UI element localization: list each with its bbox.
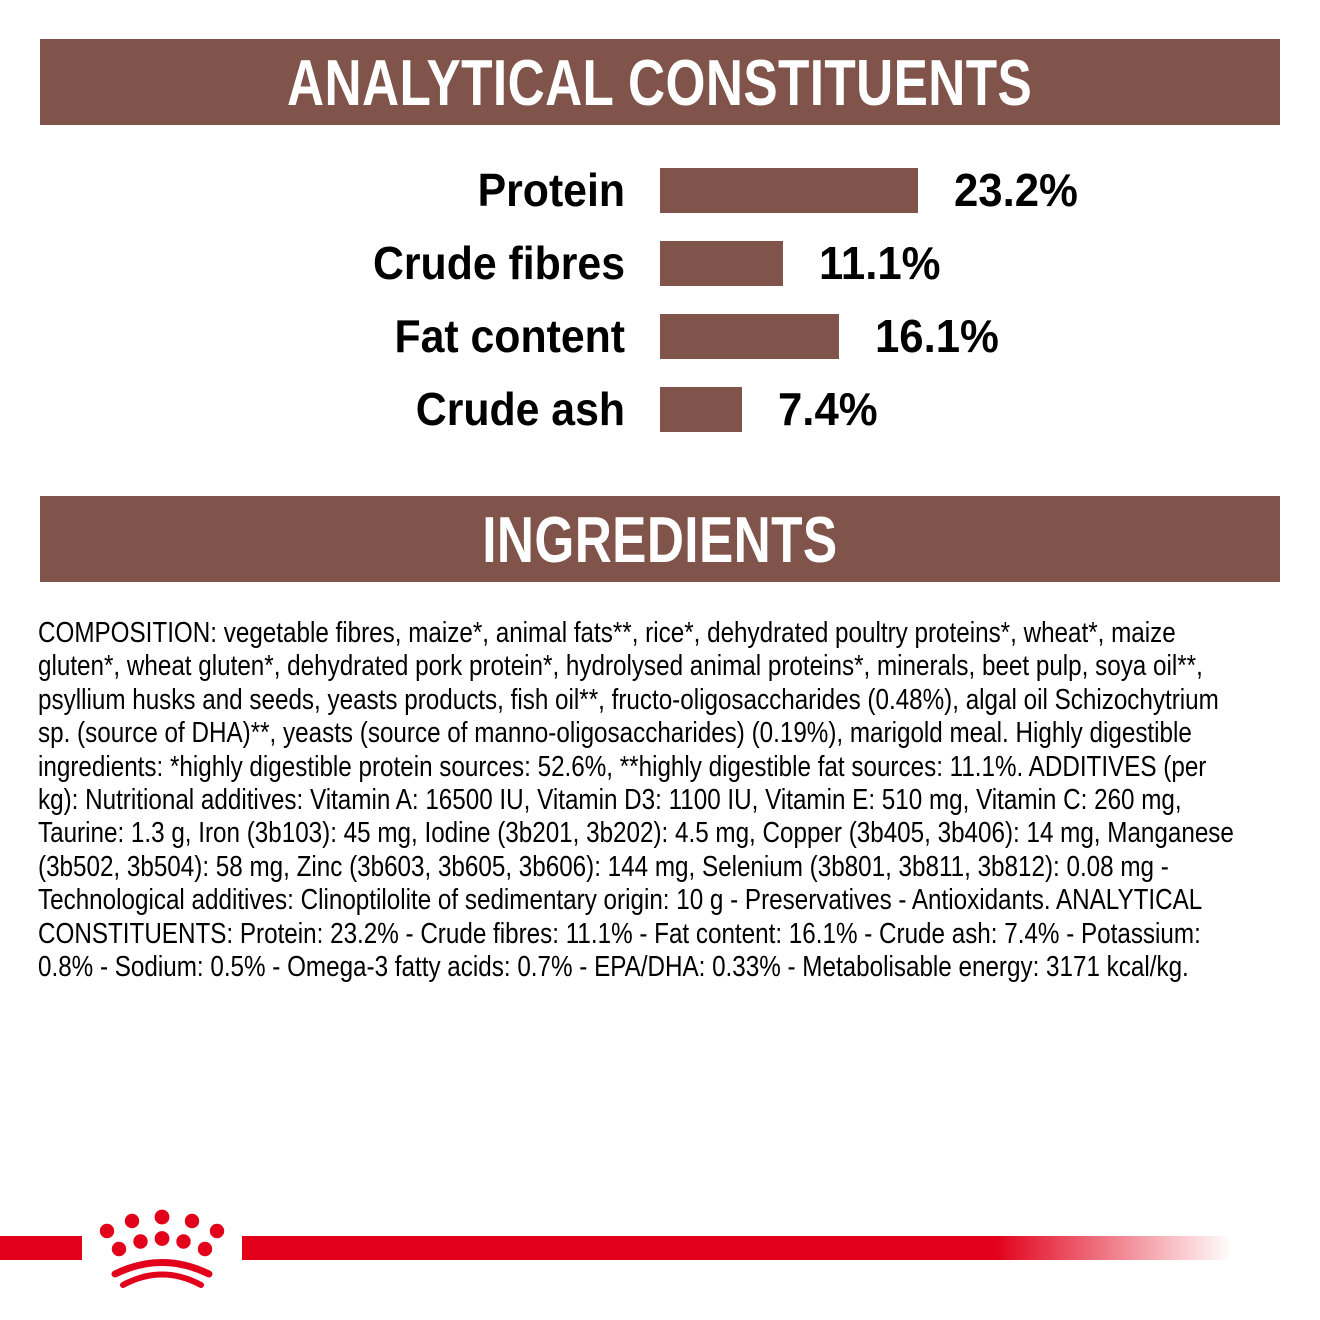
composition-line: CONSTITUENTS: Protein: 23.2% - Crude fib… bbox=[38, 917, 1201, 950]
composition-line: Technological additives: Clinoptilolite … bbox=[38, 884, 1203, 917]
composition-line: 0.8% - Sodium: 0.5% - Omega-3 fatty acid… bbox=[38, 951, 1189, 984]
analytical-constituents-title: ANALYTICAL CONSTITUENTS bbox=[287, 45, 1033, 119]
composition-line: Taurine: 1.3 g, Iron (3b103): 45 mg, Iod… bbox=[38, 817, 1234, 850]
chart-bar-crude-fibres bbox=[660, 241, 783, 286]
chart-bar-crude-ash bbox=[660, 387, 742, 432]
composition-line: kg): Nutritional additives: Vitamin A: 1… bbox=[38, 784, 1182, 817]
chart-value-fat-content: 16.1% bbox=[875, 310, 999, 362]
chart-row-fat-content: Fat content 16.1% bbox=[0, 310, 1320, 362]
chart-row-protein: Protein 23.2% bbox=[0, 164, 1320, 216]
composition-line: sp. (source of DHA)**, yeasts (source of… bbox=[38, 717, 1192, 750]
composition-line: gluten*, wheat gluten*, dehydrated pork … bbox=[38, 650, 1203, 683]
analytical-constituents-banner: ANALYTICAL CONSTITUENTS bbox=[40, 39, 1280, 125]
chart-label-fat-content: Fat content bbox=[394, 310, 625, 362]
composition-line: (3b502, 3b504): 58 mg, Zinc (3b603, 3b60… bbox=[38, 850, 1169, 883]
ingredients-title: INGREDIENTS bbox=[482, 502, 838, 576]
chart-label-crude-ash: Crude ash bbox=[415, 383, 625, 435]
composition-line: COMPOSITION: vegetable fibres, maize*, a… bbox=[38, 617, 1176, 649]
analytical-constituents-chart: Protein 23.2% Crude fibres 11.1% Fat con… bbox=[0, 0, 1320, 460]
chart-value-crude-fibres: 11.1% bbox=[819, 237, 941, 289]
chart-label-crude-fibres: Crude fibres bbox=[373, 237, 625, 289]
composition-line: psyllium husks and seeds, yeasts product… bbox=[38, 683, 1219, 716]
chart-row-crude-ash: Crude ash 7.4% bbox=[0, 383, 1320, 435]
chart-bar-fat-content bbox=[660, 314, 839, 359]
ingredients-banner: INGREDIENTS bbox=[40, 496, 1280, 582]
chart-value-crude-ash: 7.4% bbox=[778, 383, 878, 435]
chart-bar-protein bbox=[660, 168, 918, 213]
red-divider-line-right bbox=[242, 1236, 1232, 1260]
red-divider-line-left bbox=[0, 1236, 82, 1260]
chart-row-crude-fibres: Crude fibres 11.1% bbox=[0, 237, 1320, 289]
composition-paragraph: COMPOSITION: vegetable fibres, maize*, a… bbox=[38, 617, 1288, 984]
chart-label-protein: Protein bbox=[477, 164, 625, 216]
chart-value-protein: 23.2% bbox=[954, 164, 1078, 216]
royal-canin-crown-paw-logo bbox=[99, 1209, 225, 1288]
composition-line: ingredients: *highly digestible protein … bbox=[38, 750, 1207, 783]
